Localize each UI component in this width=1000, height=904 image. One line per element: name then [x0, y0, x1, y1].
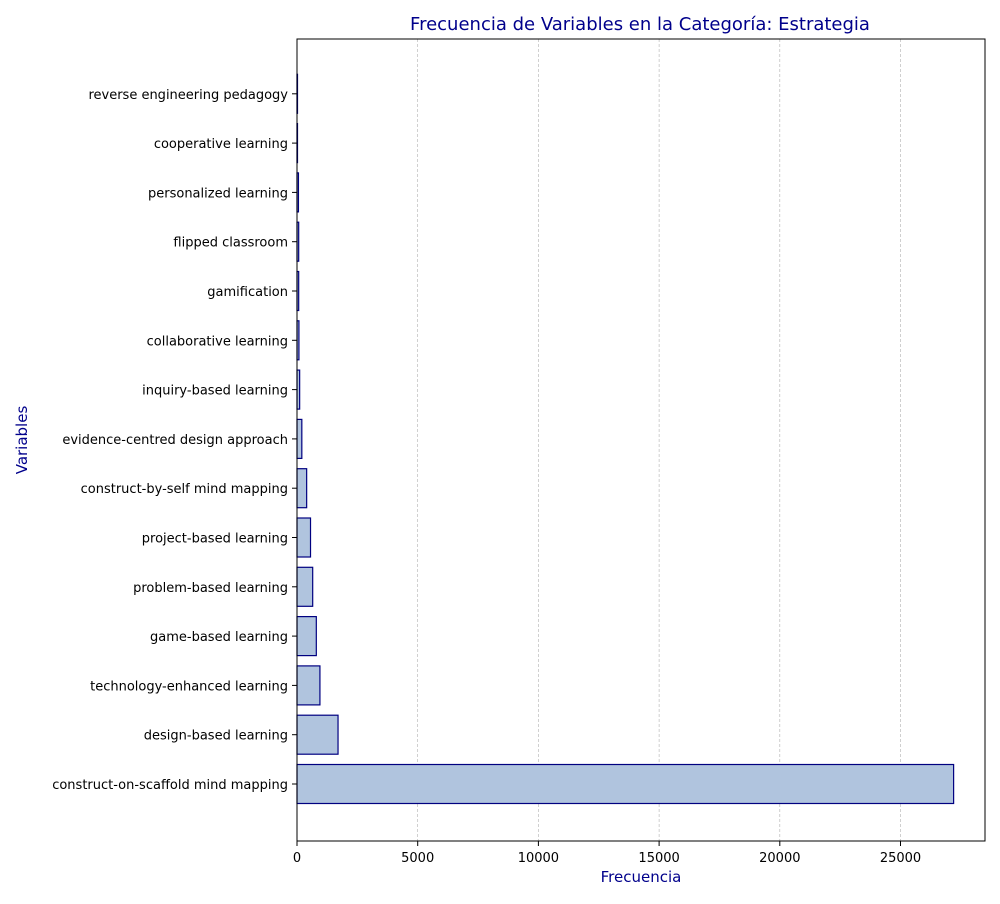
bar: [296, 665, 321, 706]
plot-frame: [296, 38, 986, 842]
y-tick-label: game-based learning: [150, 630, 288, 645]
y-tick-label: construct-by-self mind mapping: [81, 482, 288, 497]
y-tick-label: personalized learning: [148, 186, 288, 201]
bar: [296, 615, 317, 657]
y-tick-label: flipped classroom: [173, 236, 288, 251]
y-tick-label: construct-on-scaffold mind mapping: [52, 778, 288, 793]
bar: [296, 763, 955, 805]
x-tick-label: 15000: [638, 851, 679, 866]
x-tick-label: 20000: [759, 851, 800, 866]
y-tick-label: cooperative learning: [154, 137, 288, 152]
y-tick-label: gamification: [207, 285, 288, 300]
chart-title: Frecuencia de Variables en la Categoría:…: [410, 14, 870, 35]
x-tick-labels: 0 5000 10000 15000 20000 25000: [293, 841, 921, 866]
y-tick-label: evidence-centred design approach: [62, 433, 288, 448]
y-tick-label: design-based learning: [144, 729, 288, 744]
x-tick-label: 25000: [880, 851, 921, 866]
grid-lines: [417, 39, 901, 841]
x-tick-label: 5000: [401, 851, 434, 866]
y-tick-label: collaborative learning: [147, 334, 288, 349]
y-tick-label: problem-based learning: [133, 581, 288, 596]
y-tick-label: technology-enhanced learning: [90, 679, 288, 694]
bar: [296, 468, 308, 509]
bar: [296, 418, 303, 459]
bars: [296, 73, 955, 805]
y-axis-label: Variables: [13, 406, 31, 475]
y-tick-label: inquiry-based learning: [142, 384, 288, 399]
bar: [296, 714, 339, 755]
y-tick-label: project-based learning: [142, 532, 288, 547]
x-axis-label: Frecuencia: [601, 868, 682, 886]
bar: [296, 517, 312, 558]
bar: [296, 566, 314, 607]
x-tick-label: 0: [293, 851, 301, 866]
x-tick-label: 10000: [518, 851, 559, 866]
y-tick-labels: construct-on-scaffold mind mapping design…: [52, 88, 297, 793]
y-tick-label: reverse engineering pedagogy: [88, 88, 288, 103]
